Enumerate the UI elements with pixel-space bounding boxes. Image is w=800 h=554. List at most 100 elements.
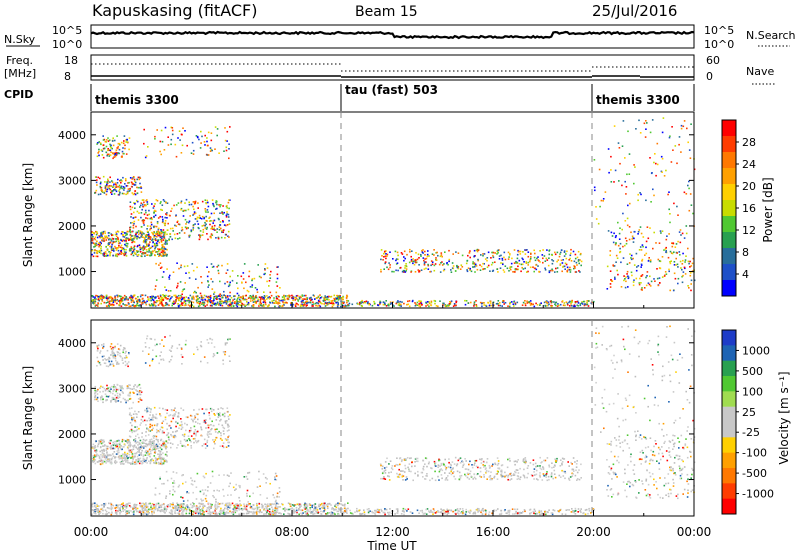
scatter-point bbox=[633, 279, 635, 281]
scatter-point bbox=[473, 511, 476, 514]
scatter-point bbox=[145, 235, 147, 238]
scatter-point bbox=[101, 191, 104, 193]
scatter-point bbox=[489, 302, 492, 304]
scatter-point bbox=[224, 512, 227, 514]
scatter-point bbox=[190, 300, 193, 303]
scatter-point bbox=[431, 263, 434, 266]
scatter-point bbox=[180, 208, 182, 211]
scatter-point bbox=[204, 134, 206, 137]
scatter-point bbox=[529, 300, 532, 302]
scatter-point bbox=[311, 298, 313, 301]
scatter-point bbox=[577, 511, 579, 513]
scatter-point bbox=[641, 287, 643, 289]
scatter-point bbox=[202, 301, 204, 304]
scatter-point bbox=[95, 294, 97, 297]
scatter-point bbox=[202, 296, 205, 299]
scatter-point bbox=[276, 277, 279, 280]
scatter-point bbox=[222, 301, 224, 303]
scatter-point bbox=[129, 187, 131, 190]
scatter-point bbox=[407, 508, 410, 510]
scatter-point bbox=[96, 155, 99, 158]
scatter-point bbox=[520, 263, 523, 266]
scatter-point bbox=[162, 298, 165, 300]
scatter-point bbox=[604, 191, 607, 193]
scatter-point bbox=[681, 232, 684, 235]
scatter-point bbox=[217, 217, 220, 220]
scatter-point bbox=[536, 304, 539, 306]
scatter-point bbox=[645, 128, 647, 130]
scatter-point bbox=[682, 274, 684, 277]
scatter-point bbox=[121, 180, 123, 182]
scatter-point bbox=[335, 298, 338, 301]
scatter-point bbox=[204, 199, 207, 201]
scatter-point bbox=[151, 245, 154, 248]
scatter-point bbox=[300, 512, 302, 515]
scatter-point bbox=[216, 303, 218, 305]
scatter-point bbox=[652, 247, 654, 250]
scatter-point bbox=[120, 181, 122, 184]
scatter-point bbox=[138, 300, 141, 302]
scatter-point bbox=[327, 296, 329, 299]
scatter-point bbox=[291, 507, 293, 509]
scatter-point bbox=[453, 303, 456, 305]
scatter-point bbox=[311, 506, 313, 509]
scatter-point bbox=[578, 270, 580, 272]
scatter-point bbox=[125, 511, 127, 513]
scatter-point bbox=[658, 277, 661, 279]
scatter-point bbox=[118, 188, 121, 190]
scatter-point bbox=[162, 218, 164, 221]
scatter-point bbox=[121, 459, 124, 461]
scatter-point bbox=[115, 238, 117, 240]
scatter-point bbox=[554, 253, 557, 256]
scatter-point bbox=[446, 508, 448, 511]
scatter-point bbox=[110, 300, 112, 302]
scatter-point bbox=[286, 295, 289, 297]
scatter-point bbox=[421, 509, 423, 512]
scatter-point bbox=[141, 508, 144, 510]
scatter-point bbox=[277, 303, 279, 305]
scatter-point bbox=[153, 211, 155, 214]
scatter-point bbox=[158, 507, 160, 509]
scatter-point bbox=[125, 242, 128, 245]
scatter-point bbox=[108, 305, 110, 308]
scatter-point bbox=[188, 201, 190, 204]
scatter-point bbox=[467, 302, 470, 304]
scatter-point bbox=[125, 456, 128, 459]
scatter-point bbox=[200, 217, 203, 220]
scatter-point bbox=[111, 181, 114, 184]
scatter-point bbox=[267, 305, 270, 307]
scatter-point bbox=[299, 503, 302, 506]
scatter-point bbox=[323, 502, 326, 505]
scatter-point bbox=[101, 504, 103, 506]
scatter-point bbox=[216, 301, 219, 304]
scatter-point bbox=[121, 156, 123, 158]
scatter-point bbox=[171, 127, 174, 129]
scatter-point bbox=[153, 236, 155, 238]
scatter-point bbox=[130, 451, 133, 453]
scatter-point bbox=[109, 143, 111, 146]
scatter-point bbox=[150, 304, 153, 307]
scatter-point bbox=[306, 508, 308, 511]
scatter-point bbox=[183, 296, 185, 299]
scatter-point bbox=[103, 450, 105, 452]
scatter-point bbox=[209, 294, 212, 297]
scatter-point bbox=[163, 251, 166, 254]
scatter-point bbox=[201, 135, 203, 138]
scatter-point bbox=[226, 224, 229, 226]
scatter-point bbox=[117, 247, 119, 249]
scatter-point bbox=[119, 511, 121, 514]
scatter-point bbox=[289, 503, 291, 505]
scatter-point bbox=[139, 502, 141, 505]
scatter-point bbox=[115, 240, 118, 243]
scatter-point bbox=[474, 511, 477, 514]
scatter-point bbox=[254, 507, 257, 510]
scatter-point bbox=[211, 225, 214, 228]
scatter-point bbox=[126, 192, 129, 195]
scatter-point bbox=[149, 450, 152, 453]
scatter-point bbox=[551, 269, 554, 272]
scatter-point bbox=[162, 252, 164, 255]
scatter-point bbox=[120, 251, 123, 254]
scatter-point bbox=[112, 157, 114, 160]
scatter-point bbox=[399, 300, 402, 303]
scatter-point bbox=[168, 304, 170, 307]
